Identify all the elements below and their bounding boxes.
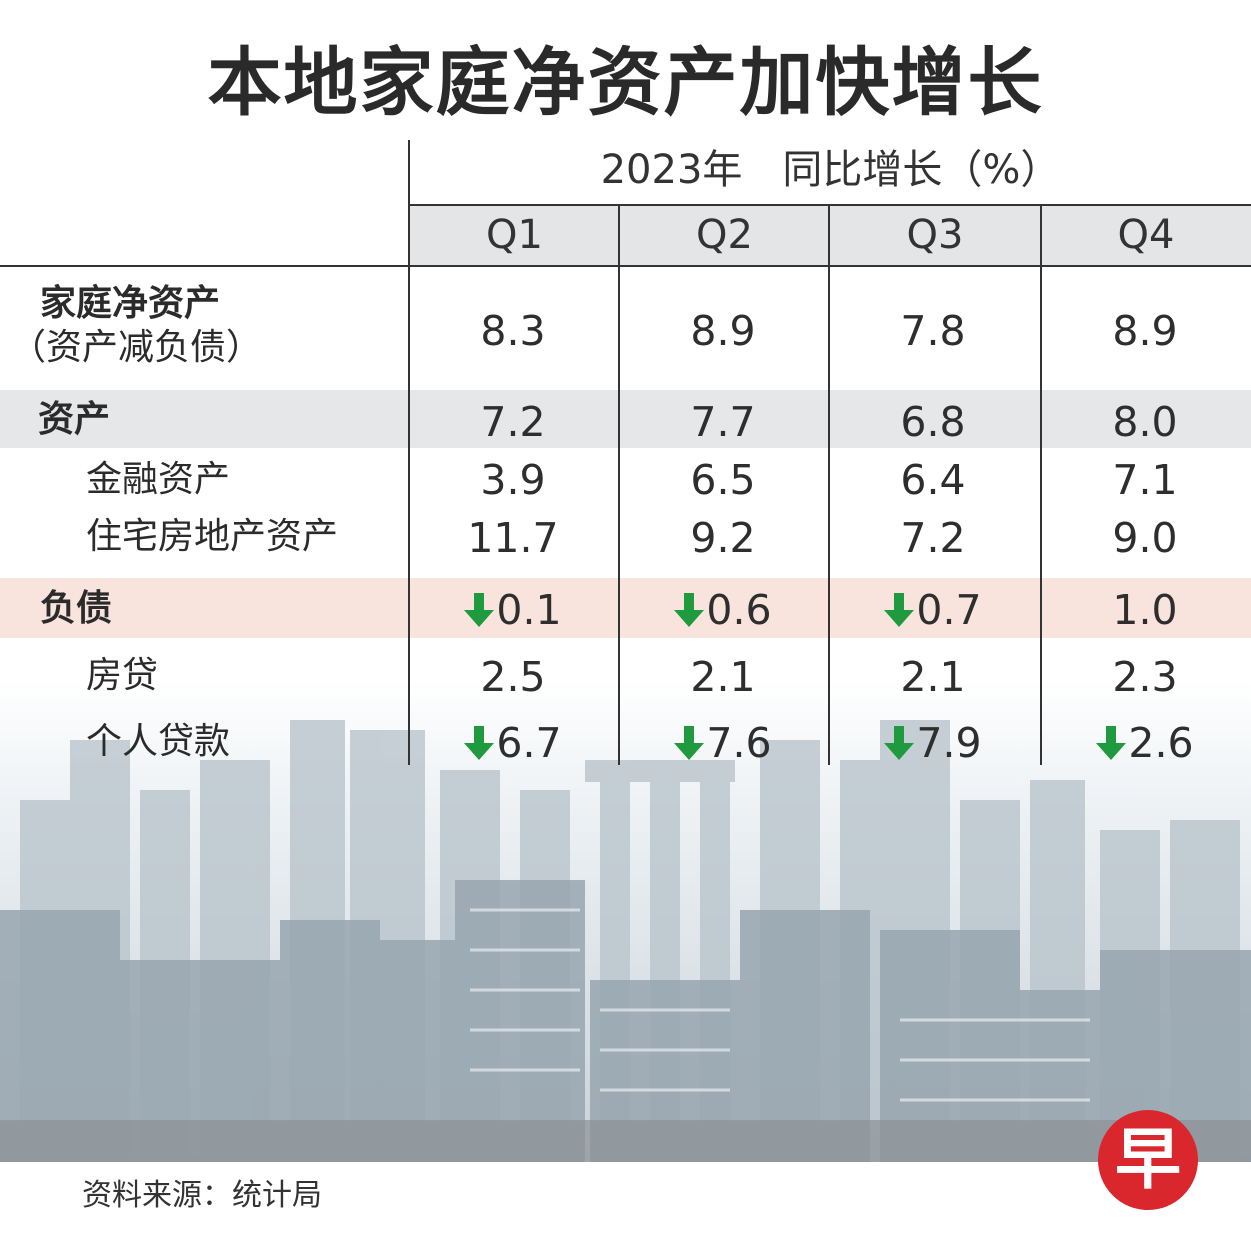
chart-title: 本地家庭净资产加快增长 — [207, 40, 1044, 126]
down-arrow-icon — [884, 593, 915, 627]
grid-line-vertical — [408, 140, 410, 765]
cell-value: 3.9 — [480, 456, 546, 504]
table-cell: 2.1 — [828, 649, 1038, 702]
cell-value: 2.1 — [900, 653, 966, 701]
table-cell: 2.5 — [408, 649, 618, 702]
table-cell: 6.7 — [408, 715, 618, 768]
table-cell: 7.2 — [828, 510, 1038, 563]
table-cell: 7.1 — [1040, 452, 1250, 505]
down-arrow-icon — [674, 726, 705, 760]
table-cell: 9.0 — [1040, 510, 1250, 563]
row-label-net-worth-note: （资产减负债） — [10, 327, 263, 368]
row-label-residential-property: 住宅房地产资产 — [86, 516, 339, 557]
table-cell: 2.1 — [618, 649, 828, 702]
cell-value: 9.0 — [1112, 514, 1178, 562]
quarter-header-band — [410, 205, 1251, 265]
cell-value: 11.7 — [467, 514, 559, 562]
cell-value: 2.5 — [480, 653, 546, 701]
table-cell: 6.8 — [828, 394, 1038, 447]
cell-value: 9.2 — [690, 514, 756, 562]
cell-value: 7.1 — [1112, 456, 1178, 504]
cell-value: 8.9 — [690, 307, 756, 355]
cell-value: 0.6 — [706, 586, 772, 634]
cell-value: 8.9 — [1112, 307, 1178, 355]
cell-value: 2.1 — [690, 653, 756, 701]
table-cell: 0.6 — [618, 582, 828, 635]
publisher-logo: 早 — [1098, 1110, 1198, 1210]
row-label-financial-assets: 金融资产 — [86, 459, 231, 500]
table-cell: 9.2 — [618, 510, 828, 563]
header-caption: 2023年 同比增长（%） — [600, 147, 1061, 193]
cell-value: 7.8 — [900, 307, 966, 355]
table-cell: 6.5 — [618, 452, 828, 505]
cell-value: 6.4 — [900, 456, 966, 504]
table-cell: 0.7 — [828, 582, 1038, 635]
cell-value: 7.9 — [916, 719, 982, 767]
down-arrow-icon — [1096, 726, 1127, 760]
table-cell: 7.2 — [408, 394, 618, 447]
cell-value: 8.3 — [480, 307, 546, 355]
table-cell: 7.8 — [828, 303, 1038, 356]
source-note: 资料来源：统计局 — [82, 1178, 322, 1213]
table-cell: 8.0 — [1040, 394, 1250, 447]
down-arrow-icon — [884, 726, 915, 760]
down-arrow-icon — [464, 726, 495, 760]
table-cell: 11.7 — [408, 510, 618, 563]
grid-line-vertical — [828, 205, 830, 765]
column-header-q1: Q1 — [486, 212, 543, 258]
row-label-assets: 资产 — [38, 399, 111, 440]
cell-value: 2.3 — [1112, 653, 1178, 701]
row-label-mortgage: 房贷 — [86, 655, 159, 696]
table-cell: 2.3 — [1040, 649, 1250, 702]
cell-value: 0.7 — [916, 586, 982, 634]
cell-value: 1.0 — [1112, 586, 1178, 634]
liabilities-row-band — [0, 578, 1251, 638]
row-label-net-worth: 家庭净资产 — [40, 283, 221, 324]
table-cell: 0.1 — [408, 582, 618, 635]
grid-line-horizontal — [0, 265, 1251, 267]
table-cell: 8.9 — [618, 303, 828, 356]
grid-line-vertical — [1040, 205, 1042, 765]
table-cell: 6.4 — [828, 452, 1038, 505]
column-header-q3: Q3 — [906, 212, 964, 258]
table-cell: 7.6 — [618, 715, 828, 768]
cell-value: 6.7 — [496, 719, 562, 767]
down-arrow-icon — [674, 593, 705, 627]
cell-value: 7.6 — [706, 719, 772, 767]
cell-value: 0.1 — [496, 586, 562, 634]
table-cell: 8.9 — [1040, 303, 1250, 356]
assets-row-band — [0, 390, 1251, 448]
cell-value: 6.5 — [690, 456, 756, 504]
cell-value: 7.2 — [480, 398, 546, 446]
grid-line-vertical — [618, 205, 620, 765]
row-label-personal-loans: 个人贷款 — [86, 721, 231, 762]
cell-value: 8.0 — [1112, 398, 1178, 446]
table-cell: 3.9 — [408, 452, 618, 505]
grid-line-horizontal — [408, 204, 1251, 206]
cell-value: 6.8 — [900, 398, 966, 446]
down-arrow-icon — [464, 593, 495, 627]
table-cell: 7.7 — [618, 394, 828, 447]
column-header-q4: Q4 — [1117, 212, 1175, 258]
row-label-liabilities: 负债 — [40, 588, 113, 629]
column-header-q2: Q2 — [696, 212, 753, 258]
cell-value: 7.7 — [690, 398, 756, 446]
table-cell: 8.3 — [408, 303, 618, 356]
table-cell: 7.9 — [828, 715, 1038, 768]
table-cell: 2.6 — [1040, 715, 1250, 768]
cell-value: 2.6 — [1128, 719, 1194, 767]
cell-value: 7.2 — [900, 514, 966, 562]
city-skyline-image — [0, 680, 1251, 1162]
table-cell: 1.0 — [1040, 582, 1250, 635]
